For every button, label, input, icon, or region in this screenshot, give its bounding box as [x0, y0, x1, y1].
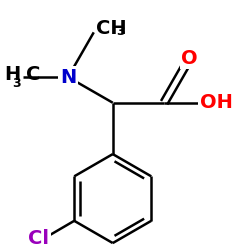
Text: Cl: Cl	[28, 229, 49, 248]
Text: CH: CH	[96, 19, 127, 38]
Text: O: O	[182, 48, 198, 68]
Text: OH: OH	[200, 93, 233, 112]
Text: N: N	[60, 68, 76, 86]
Text: 3: 3	[12, 77, 21, 90]
Text: H: H	[4, 65, 21, 84]
Text: 3: 3	[116, 25, 124, 38]
Text: C: C	[26, 65, 40, 84]
